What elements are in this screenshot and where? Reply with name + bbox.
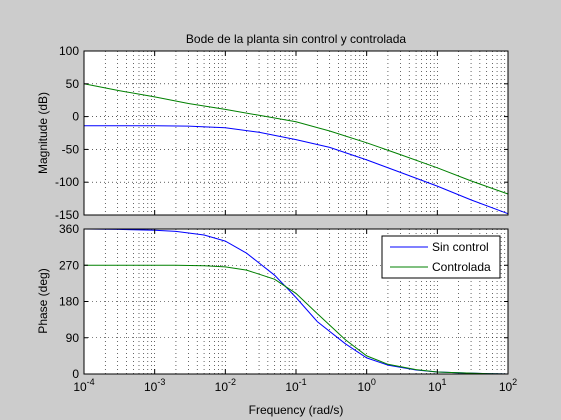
x-tick-label: 10-2 [215,377,236,394]
magnitude-ytick-label: 100 [59,44,79,58]
legend-box [381,235,501,279]
magnitude-ytick-label: 50 [66,77,80,91]
magnitude-grid [84,51,508,215]
phase-axes: 360 270 180 90 0 [59,222,509,381]
magnitude-tick-labels: 100 50 0 -50 -100 -150 [55,44,509,222]
magnitude-series-controlada [83,83,509,195]
chart-title: Bode de la planta sin control y controla… [186,32,406,46]
x-tick-label: 100 [357,377,375,394]
magnitude-ytick-label: -100 [55,175,79,189]
x-tick-label: 101 [428,377,446,394]
x-tick-label: 10-4 [73,377,94,394]
x-tick-label: 102 [499,377,517,394]
magnitude-series-sin-control [84,125,509,215]
x-tick-label: 10-1 [285,377,306,394]
magnitude-axes: 100 50 0 -50 -100 -150 [55,44,509,222]
phase-ytick-label: 270 [59,258,79,272]
legend-label-sin-control: Sin control [432,240,489,254]
legend: Sin control Controlada [381,235,501,279]
magnitude-ytick-label: -50 [62,142,80,156]
magnitude-ytick-label: 0 [72,110,79,124]
phase-series-controlada [84,264,509,375]
phase-ytick-label: 360 [59,222,79,236]
x-tick-label: 10-3 [144,377,165,394]
phase-tick-labels: 360 270 180 90 0 [59,222,509,381]
phase-ytick-label: 90 [66,331,80,345]
x-axis-label: Frequency (rad/s) [249,403,344,417]
phase-series [83,228,509,375]
phase-y-axis-label: Phase (deg) [36,268,50,333]
magnitude-series [83,83,509,215]
legend-label-controlada: Controlada [432,260,491,274]
phase-ytick-label: 180 [59,295,79,309]
magnitude-y-axis-label: Magnitude (dB) [36,92,50,174]
magnitude-ytick-label: -150 [55,208,79,222]
phase-ytick-label: 0 [72,367,79,381]
x-tick-labels: 10-4 10-3 10-2 10-1 100 101 102 [73,377,517,394]
